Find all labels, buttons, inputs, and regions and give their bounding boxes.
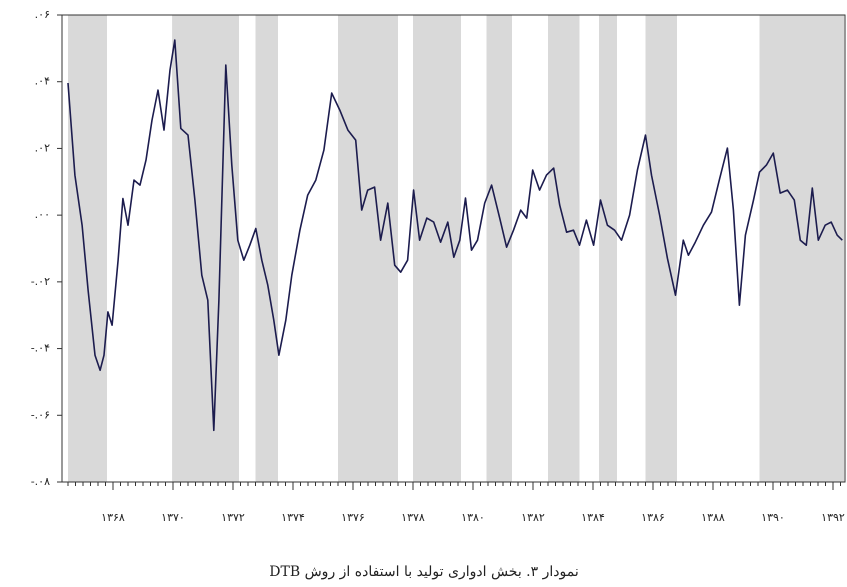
x-tick-label: ۱۳۸۲ <box>521 511 545 524</box>
y-tick-label: -.۰۶ <box>31 408 50 421</box>
x-tick-label: ۱۳۷۸ <box>401 511 425 524</box>
y-tick-label: .۰۶ <box>35 8 50 21</box>
y-tick-label: .۰۴ <box>35 75 50 88</box>
shaded-period <box>338 15 398 482</box>
x-tick-label: ۱۳۸۸ <box>701 511 725 524</box>
shaded-period <box>486 15 512 482</box>
shaded-period <box>599 15 617 482</box>
shaded-period <box>413 15 461 482</box>
x-tick-label: ۱۳۶۸ <box>101 511 125 524</box>
x-tick-label: ۱۳۹۲ <box>821 511 845 524</box>
x-tick-label: ۱۳۷۴ <box>281 511 305 524</box>
y-tick-label: -.۰۲ <box>31 275 50 288</box>
shaded-period <box>172 15 239 482</box>
x-tick-label: ۱۳۸۰ <box>461 511 485 524</box>
y-tick-label: -.۰۸ <box>31 475 50 488</box>
x-tick-label: ۱۳۷۲ <box>221 511 245 524</box>
plot-frame <box>61 14 846 483</box>
x-tick-label: ۱۳۹۰ <box>761 511 785 524</box>
shaded-period <box>759 15 845 482</box>
series-line <box>67 39 843 432</box>
shaded-period <box>645 15 677 482</box>
y-tick-label: -.۰۴ <box>31 342 50 355</box>
x-tick-label: ۱۳۸۴ <box>581 511 605 524</box>
chart-caption: نمودار ۳. بخش ادواری تولید با استفاده از… <box>269 564 578 580</box>
x-tick-label: ۱۳۷۶ <box>341 511 365 524</box>
shaded-period <box>548 15 580 482</box>
x-tick-label: ۱۳۷۰ <box>161 511 185 524</box>
x-tick-label: ۱۳۸۶ <box>641 511 665 524</box>
y-tick-label: .۰۲ <box>35 141 50 154</box>
shaded-period <box>255 15 278 482</box>
shaded-period <box>68 15 107 482</box>
y-tick-label: .۰۰ <box>35 208 50 221</box>
